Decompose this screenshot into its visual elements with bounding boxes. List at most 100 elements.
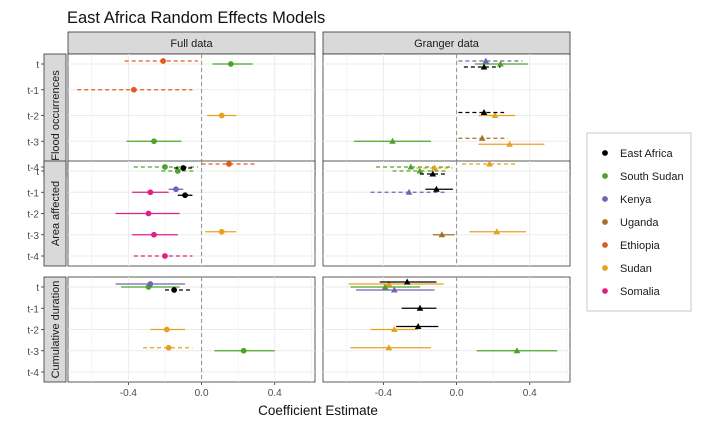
legend-item-ethiopia: Ethiopia — [602, 240, 661, 252]
point-marker-circle — [160, 58, 167, 64]
point-marker-circle — [130, 86, 137, 93]
point-marker-triangle — [486, 160, 493, 167]
y-tick-label: t-4 — [27, 163, 39, 174]
legend-swatch — [602, 288, 608, 294]
legend: East Africa South Sudan Kenya Uganda Ethiopi… — [586, 132, 692, 312]
point-marker-triangle — [381, 283, 389, 290]
point-east-africa-t-2 — [458, 109, 505, 115]
point-marker-circle — [147, 189, 154, 196]
point-sudan-t-3 — [350, 344, 431, 351]
point-marker-triangle — [385, 280, 393, 287]
column-strip-label: Full data — [170, 38, 213, 50]
point-sudan-t-3 — [478, 140, 545, 147]
point-marker-triangle — [513, 347, 521, 354]
row-strip-label: Flood occurrences — [50, 70, 62, 161]
x-tick-label: -0.4 — [120, 388, 138, 399]
legend-label: Uganda — [620, 217, 659, 229]
point-marker-triangle — [491, 112, 499, 118]
point-somalia-t-3 — [132, 231, 178, 238]
point-uganda-t-3 — [458, 134, 508, 141]
point-marker-triangle — [405, 188, 413, 195]
y-tick-label: t-2 — [27, 326, 39, 337]
point-marker-circle — [162, 164, 168, 170]
point-marker-circle — [151, 138, 157, 145]
point-south-sudan-t-4 — [376, 163, 453, 170]
point-east-africa-t-1 — [425, 185, 453, 192]
point-marker-circle — [173, 186, 179, 193]
point-sudan-t-2 — [370, 326, 419, 332]
point-marker-circle — [227, 61, 234, 67]
legend-item-kenya: Kenya — [602, 194, 652, 206]
point-marker-circle — [151, 231, 157, 238]
legend-label: Ethiopia — [620, 240, 661, 252]
point-marker-triangle — [497, 60, 504, 67]
point-kenya-t-1 — [370, 188, 448, 195]
point-south-sudan-t-3 — [476, 347, 558, 354]
point-sudan-t — [348, 280, 444, 287]
point-south-sudan-t — [474, 60, 528, 67]
point-marker-circle — [226, 161, 232, 167]
y-tick-label: t-4 — [27, 252, 39, 263]
legend-label: East Africa — [620, 148, 673, 160]
point-marker-triangle — [480, 109, 488, 115]
column-strip-label: Granger data — [414, 38, 480, 50]
legend-swatch — [602, 150, 608, 156]
point-marker-triangle — [391, 286, 398, 293]
legend-item-south-sudan: South Sudan — [602, 171, 684, 183]
legend-swatch — [602, 173, 608, 179]
point-east-africa-t — [463, 63, 501, 70]
point-marker-circle — [218, 228, 225, 235]
point-somalia-t-1 — [132, 189, 169, 196]
point-marker-circle — [162, 253, 168, 259]
point-south-sudan-t — [350, 283, 420, 290]
point-ethiopia-t — [124, 58, 198, 64]
point-marker-circle — [163, 326, 170, 333]
x-axis-title: Coefficient Estimate — [258, 403, 378, 418]
point-ethiopia-t-1 — [77, 86, 193, 93]
point-east-africa-t — [419, 170, 446, 177]
point-sudan-t-2 — [478, 112, 516, 118]
point-marker-circle — [180, 165, 187, 171]
point-marker-triangle — [506, 140, 513, 147]
point-somalia-t-2 — [115, 210, 180, 217]
point-marker-triangle — [493, 228, 501, 235]
point-kenya-t-1 — [168, 186, 184, 193]
point-marker-circle — [171, 287, 178, 293]
row-strip-label: Area affected — [50, 181, 62, 246]
point-south-sudan-t — [392, 167, 448, 174]
x-tick-label: 0.4 — [523, 388, 537, 399]
point-east-africa-t-2 — [396, 323, 439, 329]
point-marker-circle — [145, 210, 152, 217]
point-marker-triangle — [429, 170, 437, 177]
point-sudan-t — [416, 164, 453, 171]
y-tick-label: t-2 — [27, 112, 39, 123]
point-sudan-t-3 — [205, 228, 237, 235]
legend-item-east-africa: East Africa — [602, 148, 673, 160]
y-tick-label: t-1 — [27, 304, 39, 315]
point-marker-triangle — [391, 326, 398, 332]
point-marker-triangle — [416, 304, 424, 311]
x-tick-label: 0.4 — [268, 388, 282, 399]
point-east-africa-t — [379, 278, 437, 285]
point-somalia-t-4 — [133, 253, 193, 259]
legend-item-sudan: Sudan — [602, 263, 652, 275]
legend-label: South Sudan — [620, 171, 684, 183]
chart-title: East Africa Random Effects Models — [67, 9, 325, 27]
point-uganda-t-3 — [432, 231, 455, 238]
point-marker-triangle — [407, 163, 415, 170]
point-kenya-t — [355, 286, 435, 293]
legend-item-somalia: Somalia — [602, 286, 661, 298]
y-tick-label: t-1 — [27, 86, 39, 97]
point-south-sudan-t — [212, 61, 253, 67]
y-tick-label: t-1 — [27, 188, 39, 199]
point-sudan-t-3 — [143, 344, 193, 351]
y-tick-label: t-2 — [27, 210, 39, 221]
legend-swatch — [602, 196, 608, 202]
legend-swatch — [602, 219, 608, 225]
x-tick-label: 0.0 — [195, 388, 209, 399]
point-marker-circle — [165, 344, 172, 351]
point-marker-triangle — [438, 231, 446, 238]
y-tick-label: t — [36, 283, 39, 294]
